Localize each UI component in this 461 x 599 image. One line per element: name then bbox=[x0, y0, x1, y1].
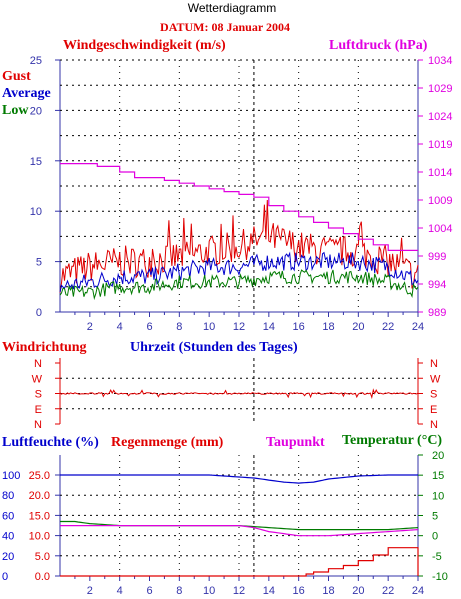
temperature-tick-label: 5 bbox=[432, 511, 438, 523]
pressure-tick-label: 994 bbox=[428, 279, 446, 291]
hour-tick-label: 22 bbox=[382, 585, 394, 597]
hour-tick-label: 24 bbox=[412, 585, 424, 597]
humidity-tick-label: 80 bbox=[2, 490, 14, 502]
direction-label-right: N bbox=[430, 358, 438, 370]
hour-tick-label: 22 bbox=[382, 321, 394, 333]
hour-tick-label: 18 bbox=[322, 585, 334, 597]
direction-label-right: S bbox=[430, 389, 437, 401]
rain-tick-label: 0.0 bbox=[35, 571, 50, 583]
hour-tick-label: 2 bbox=[87, 585, 93, 597]
series-low bbox=[59, 269, 419, 301]
direction-label-right: E bbox=[430, 404, 437, 416]
wind-speed-tick-label: 20 bbox=[30, 105, 42, 117]
pressure-tick-label: 1024 bbox=[428, 111, 452, 123]
series-gust bbox=[59, 199, 419, 293]
pressure-tick-label: 999 bbox=[428, 251, 446, 263]
humidity-tick-label: 60 bbox=[2, 510, 14, 522]
hour-tick-label: 20 bbox=[352, 585, 364, 597]
pressure-tick-label: 1014 bbox=[428, 167, 452, 179]
hour-tick-label: 6 bbox=[146, 321, 152, 333]
hour-tick-label: 8 bbox=[176, 321, 182, 333]
hour-tick-label: 12 bbox=[233, 585, 245, 597]
legend-gust: Gust bbox=[2, 69, 31, 84]
hour-tick-label: 4 bbox=[117, 585, 123, 597]
direction-label-left: S bbox=[35, 389, 42, 401]
temperature-tick-label: 15 bbox=[432, 470, 444, 482]
wind-speed-tick-label: 0 bbox=[36, 307, 42, 319]
hour-tick-label: 14 bbox=[263, 321, 275, 333]
wind-direction-title: Windrichtung bbox=[2, 340, 87, 355]
temperature-title: Temperatur (°C) bbox=[342, 433, 442, 448]
hour-tick-label: 2 bbox=[87, 321, 93, 333]
rain-tick-label: 25.0 bbox=[29, 470, 50, 482]
series-dewpoint bbox=[60, 524, 419, 537]
series-average bbox=[59, 251, 419, 293]
humidity-tick-label: 100 bbox=[2, 470, 20, 482]
humidity-title: Luftfeuchte (%) bbox=[2, 435, 99, 450]
hour-tick-label: 10 bbox=[203, 321, 215, 333]
hour-tick-label: 14 bbox=[263, 585, 275, 597]
rain-tick-label: 15.0 bbox=[29, 510, 50, 522]
wind-speed-tick-label: 15 bbox=[30, 156, 42, 168]
temperature-tick-label: 20 bbox=[432, 450, 444, 462]
hour-tick-label: 24 bbox=[412, 321, 424, 333]
time-axis-title: Uhrzeit (Stunden des Tages) bbox=[130, 340, 298, 355]
humidity-tick-label: 40 bbox=[2, 531, 14, 543]
wind-speed-title: Windgeschwindigkeit (m/s) bbox=[63, 38, 226, 53]
wind-speed-tick-label: 25 bbox=[30, 55, 42, 67]
direction-label-right: W bbox=[430, 373, 441, 385]
hour-tick-label: 10 bbox=[203, 585, 215, 597]
direction-label-left: E bbox=[35, 404, 42, 416]
hour-tick-label: 12 bbox=[233, 321, 245, 333]
hour-tick-label: 4 bbox=[117, 321, 123, 333]
hour-tick-label: 20 bbox=[352, 321, 364, 333]
hour-tick-label: 16 bbox=[293, 321, 305, 333]
direction-label-right: N bbox=[430, 419, 438, 431]
rain-title: Regenmenge (mm) bbox=[111, 435, 224, 450]
humidity-tick-label: 20 bbox=[2, 551, 14, 563]
legend-low: Low bbox=[2, 103, 29, 118]
rain-tick-label: 5.0 bbox=[35, 551, 50, 563]
humidity-tick-label: 0 bbox=[2, 571, 8, 583]
wind-speed-tick-label: 10 bbox=[30, 206, 42, 218]
pressure-tick-label: 1019 bbox=[428, 139, 452, 151]
series-humidity bbox=[60, 474, 418, 484]
wind-speed-tick-label: 5 bbox=[36, 257, 42, 269]
temperature-tick-label: -5 bbox=[432, 551, 442, 563]
pressure-title: Luftdruck (hPa) bbox=[329, 38, 428, 53]
pressure-tick-label: 1034 bbox=[428, 55, 452, 67]
series-rain bbox=[60, 547, 419, 577]
dewpoint-title: Taupunkt bbox=[266, 435, 325, 450]
direction-label-left: W bbox=[32, 373, 43, 385]
pressure-tick-label: 1004 bbox=[428, 223, 452, 235]
direction-label-left: N bbox=[34, 419, 42, 431]
series-wind-direction bbox=[59, 388, 419, 400]
hour-tick-label: 8 bbox=[176, 585, 182, 597]
pressure-tick-label: 1009 bbox=[428, 195, 452, 207]
hour-tick-label: 6 bbox=[146, 585, 152, 597]
series-pressure bbox=[60, 163, 418, 251]
direction-label-left: N bbox=[34, 358, 42, 370]
diagram-title: Wetterdiagramm bbox=[188, 1, 276, 15]
temperature-tick-label: -10 bbox=[432, 571, 448, 583]
pressure-tick-label: 1029 bbox=[428, 83, 452, 95]
hour-tick-label: 16 bbox=[293, 585, 305, 597]
hour-tick-label: 18 bbox=[322, 321, 334, 333]
rain-tick-label: 20.0 bbox=[29, 490, 50, 502]
temperature-tick-label: 0 bbox=[432, 531, 438, 543]
pressure-tick-label: 989 bbox=[428, 307, 446, 319]
temperature-tick-label: 10 bbox=[432, 490, 444, 502]
diagram-date: DATUM: 08 Januar 2004 bbox=[160, 20, 290, 34]
legend-average: Average bbox=[2, 86, 51, 101]
rain-tick-label: 10.0 bbox=[29, 531, 50, 543]
